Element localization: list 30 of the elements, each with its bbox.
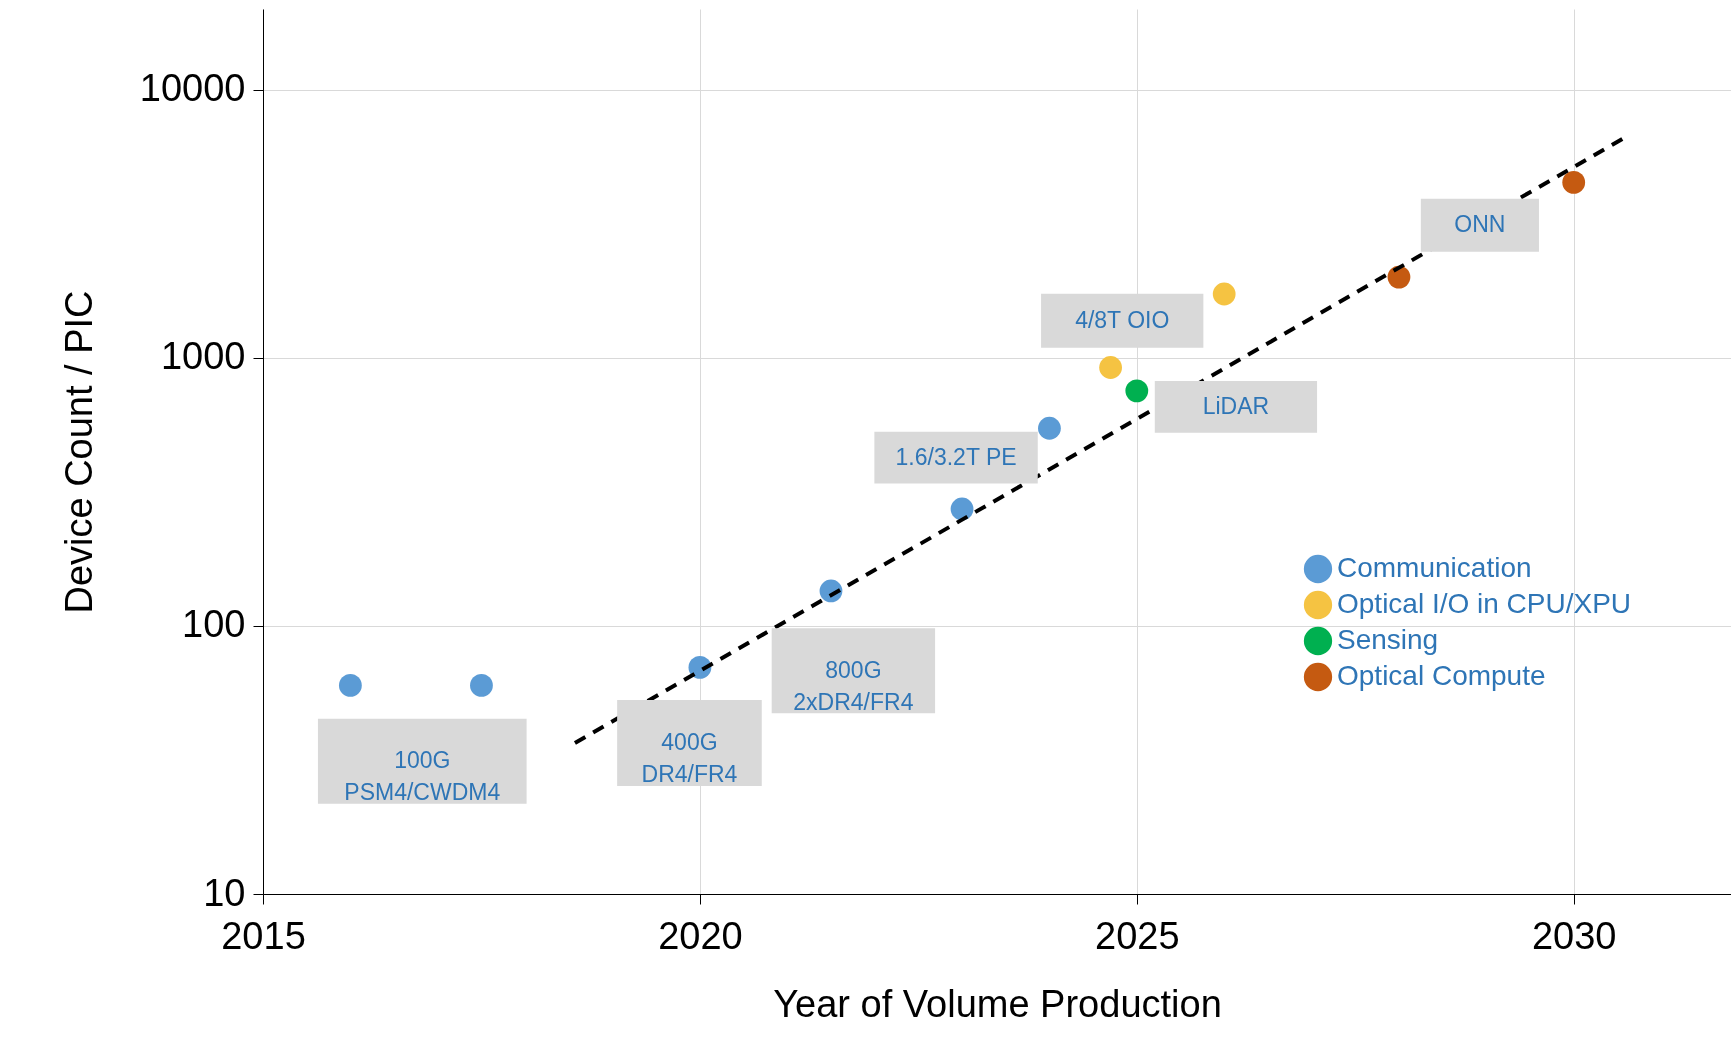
point xyxy=(1387,265,1411,289)
point xyxy=(1212,282,1236,306)
point xyxy=(1038,416,1061,440)
x-tick-label: 2015 xyxy=(221,914,306,957)
x-tick-label: 2030 xyxy=(1531,914,1617,957)
annotation: 4/8T OIO xyxy=(1075,306,1170,333)
legend-label: Optical I/O in CPU/XPU xyxy=(1337,588,1632,619)
x-tick-label: 2020 xyxy=(658,914,743,957)
y-tick-label: 10 xyxy=(203,871,246,914)
annotation: ONN xyxy=(1454,211,1506,238)
x-axis-title: Year of Volume Production xyxy=(773,982,1222,1025)
y-axis-title: Device Count / PIC xyxy=(57,290,100,614)
y-tick-label: 10000 xyxy=(139,67,246,110)
legend-label: Optical Compute xyxy=(1337,660,1546,691)
annotation: 100G PSM4/CWDM4 xyxy=(344,747,501,806)
point xyxy=(1099,356,1122,379)
point xyxy=(1125,379,1149,403)
y-tick-label: 100 xyxy=(182,603,246,646)
legend-label: Communication xyxy=(1337,552,1532,583)
annotation: LiDAR xyxy=(1202,392,1270,419)
point xyxy=(470,674,493,697)
y-tick-label: 1000 xyxy=(160,335,246,378)
annotation: 1.6/3.2T PE xyxy=(895,443,1017,470)
legend-label: Sensing xyxy=(1337,624,1439,655)
point xyxy=(950,497,974,521)
point xyxy=(338,674,362,697)
annotation: 400G DR4/FR4 xyxy=(641,728,738,787)
x-tick-label: 2025 xyxy=(1095,914,1180,957)
point xyxy=(1562,171,1586,194)
annotation: 800G 2xDR4/FR4 xyxy=(793,656,914,715)
